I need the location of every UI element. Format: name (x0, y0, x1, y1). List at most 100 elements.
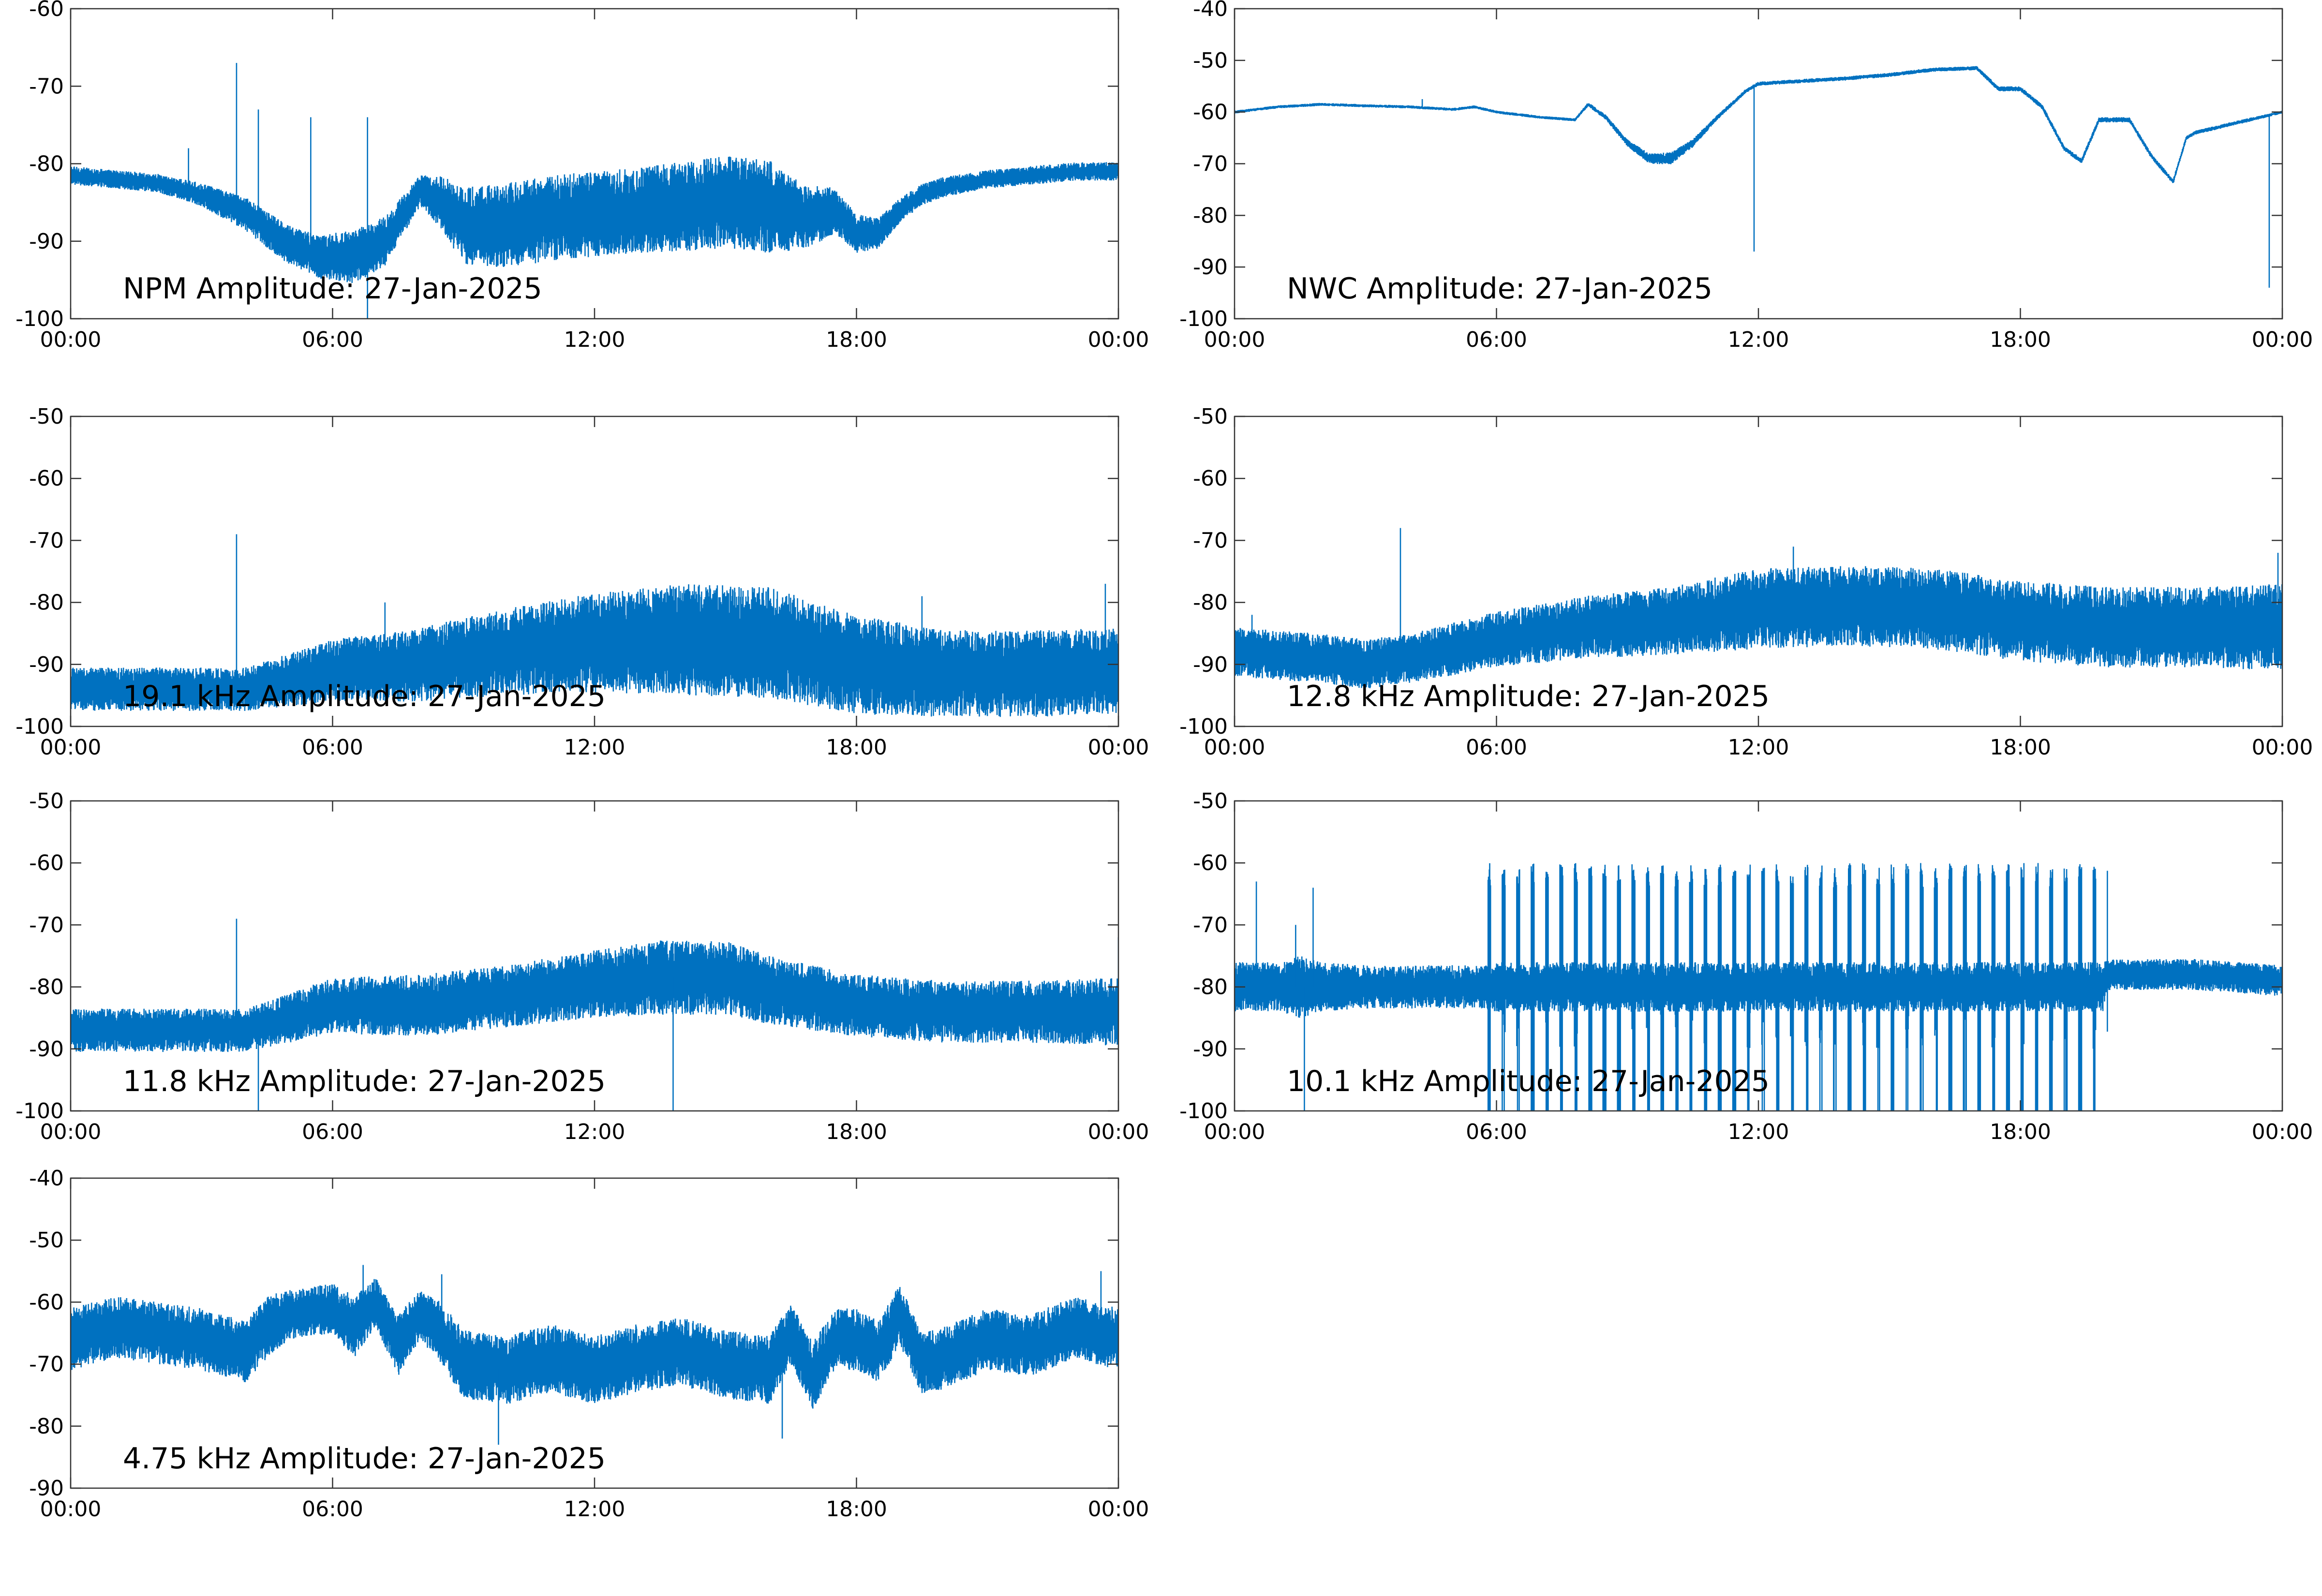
panel-title: 12.8 kHz Amplitude: 27-Jan-2025 (1287, 680, 1770, 713)
y-tick-label: -80 (1193, 203, 1228, 228)
y-tick-label: -90 (29, 1476, 64, 1501)
panel-11-8-khz: 00:00 06:00 12:00 18:00 00:00-100-90-80-70-6… (15, 789, 1149, 1144)
x-tick-label: 00:00 (2252, 327, 2313, 352)
x-tick-label: 12:00 (564, 1120, 625, 1144)
x-tick-label: 00:00 (1204, 735, 1265, 760)
panel-title: 11.8 kHz Amplitude: 27-Jan-2025 (123, 1064, 606, 1098)
plot-area (71, 918, 1118, 1111)
plot-area (1235, 66, 2282, 288)
y-tick-label: -60 (29, 851, 64, 875)
y-tick-label: -90 (1193, 1037, 1228, 1062)
x-tick-label: 00:00 (40, 327, 102, 352)
x-tick-label: 12:00 (1728, 735, 1789, 760)
x-tick-label: 00:00 (1088, 327, 1149, 352)
panel-npm: 00:00 06:00 12:00 18:00 00:00-100-90-80-70-6… (15, 0, 1149, 352)
y-tick-label: -50 (29, 1228, 64, 1253)
y-tick-label: -80 (1193, 975, 1228, 1000)
y-tick-label: -50 (1193, 48, 1228, 73)
x-tick-label: 18:00 (826, 327, 887, 352)
x-tick-label: 12:00 (564, 327, 625, 352)
plot-area (1235, 528, 2282, 688)
y-tick-label: -60 (1193, 466, 1228, 491)
series-line (71, 1279, 1118, 1409)
panel-19-1-khz: 00:00 06:00 12:00 18:00 00:00-100-90-80-70-6… (15, 404, 1149, 760)
panel-title: 10.1 kHz Amplitude: 27-Jan-2025 (1287, 1064, 1770, 1098)
y-tick-label: -90 (29, 1037, 64, 1062)
y-tick-label: -60 (1193, 851, 1228, 875)
y-tick-label: -50 (1193, 404, 1228, 429)
panel-title: 19.1 kHz Amplitude: 27-Jan-2025 (123, 680, 606, 713)
panel-title: NPM Amplitude: 27-Jan-2025 (123, 272, 542, 306)
y-tick-label: -100 (1179, 714, 1228, 739)
plot-area (71, 1265, 1118, 1445)
y-tick-label: -80 (1193, 591, 1228, 615)
panel-10-1-khz: 00:00 06:00 12:00 18:00 00:00-100-90-80-70-6… (1179, 789, 2313, 1144)
x-tick-label: 06:00 (302, 327, 363, 352)
x-tick-label: 18:00 (826, 1497, 887, 1522)
y-tick-label: -70 (29, 528, 64, 553)
y-tick-label: -100 (15, 714, 64, 739)
y-tick-label: -60 (1193, 100, 1228, 125)
panel-nwc: 00:00 06:00 12:00 18:00 00:00-100-90-80-70-6… (1179, 0, 2313, 352)
y-tick-label: -80 (29, 975, 64, 1000)
x-tick-label: 00:00 (40, 1497, 102, 1522)
plot-area (1235, 863, 2282, 1111)
panel-title: NWC Amplitude: 27-Jan-2025 (1287, 272, 1712, 306)
plot-area (71, 63, 1118, 319)
x-tick-label: 00:00 (40, 1120, 102, 1144)
y-tick-label: -90 (1193, 652, 1228, 677)
y-tick-label: -50 (29, 404, 64, 429)
x-tick-label: 18:00 (826, 1120, 887, 1144)
x-tick-label: 06:00 (1466, 1120, 1527, 1144)
y-tick-label: -50 (1193, 789, 1228, 813)
x-tick-label: 18:00 (826, 735, 887, 760)
y-tick-label: -60 (29, 466, 64, 491)
x-tick-label: 06:00 (1466, 735, 1527, 760)
x-tick-label: 06:00 (302, 1120, 363, 1144)
y-tick-label: -90 (29, 229, 64, 254)
y-tick-label: -70 (29, 913, 64, 937)
series-line (71, 940, 1118, 1052)
y-tick-label: -70 (1193, 913, 1228, 937)
y-tick-label: -100 (1179, 307, 1228, 331)
y-tick-label: -90 (1193, 255, 1228, 280)
panel-title: 4.75 kHz Amplitude: 27-Jan-2025 (123, 1442, 606, 1476)
y-tick-label: -70 (1193, 528, 1228, 553)
y-tick-label: -100 (15, 1099, 64, 1123)
x-tick-label: 12:00 (564, 1497, 625, 1522)
x-tick-label: 00:00 (2252, 735, 2313, 760)
x-tick-label: 00:00 (1088, 1120, 1149, 1144)
x-tick-label: 06:00 (302, 735, 363, 760)
x-tick-label: 18:00 (1990, 327, 2051, 352)
x-tick-label: 00:00 (1088, 735, 1149, 760)
y-tick-label: -60 (29, 1290, 64, 1315)
panel-4-75-khz: 00:00 06:00 12:00 18:00 00:00-90-80-70-60-50… (29, 1166, 1149, 1522)
x-tick-label: 00:00 (1204, 1120, 1265, 1144)
x-tick-label: 06:00 (302, 1497, 363, 1522)
x-tick-label: 00:00 (1088, 1497, 1149, 1522)
panel-12-8-khz: 00:00 06:00 12:00 18:00 00:00-100-90-80-70-6… (1179, 404, 2313, 760)
y-tick-label: -80 (29, 152, 64, 177)
series-line (1235, 566, 2282, 688)
y-tick-label: -80 (29, 1414, 64, 1439)
plot-area (71, 534, 1118, 717)
series-line (1235, 66, 2282, 183)
y-tick-label: -90 (29, 652, 64, 677)
x-tick-label: 00:00 (40, 735, 102, 760)
y-tick-label: -70 (29, 1352, 64, 1377)
y-tick-label: -100 (1179, 1099, 1228, 1123)
x-tick-label: 00:00 (1204, 327, 1265, 352)
series-line (1235, 863, 2282, 1111)
x-tick-label: 00:00 (2252, 1120, 2313, 1144)
y-tick-label: -70 (29, 74, 64, 99)
series-line (71, 584, 1118, 717)
x-tick-label: 12:00 (1728, 1120, 1789, 1144)
x-tick-label: 12:00 (564, 735, 625, 760)
y-tick-label: -80 (29, 591, 64, 615)
y-tick-label: -60 (29, 0, 64, 21)
x-tick-label: 18:00 (1990, 735, 2051, 760)
y-tick-label: -50 (29, 789, 64, 813)
x-tick-label: 18:00 (1990, 1120, 2051, 1144)
y-tick-label: -40 (1193, 0, 1228, 21)
x-tick-label: 12:00 (1728, 327, 1789, 352)
